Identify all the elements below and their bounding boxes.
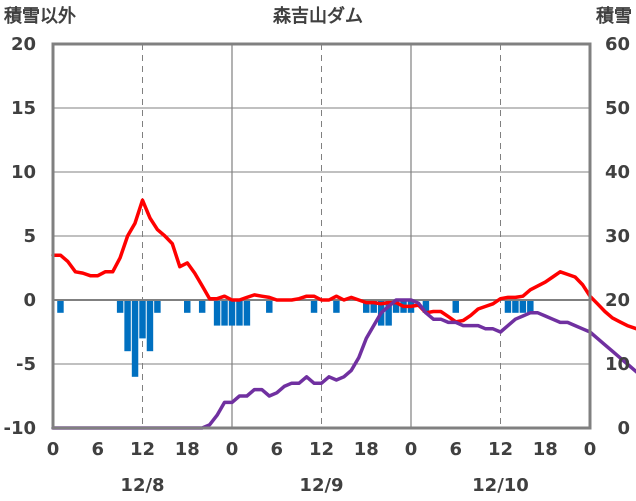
right-y-tick-label: 0 [617, 418, 630, 439]
x-tick-label: 12 [488, 439, 513, 460]
x-tick-label: 12 [309, 439, 334, 460]
precipitation-bar [527, 300, 534, 313]
x-tick-label: 6 [270, 439, 283, 460]
left-y-tick-label: 10 [11, 162, 36, 183]
precipitation-bar [57, 300, 64, 313]
precipitation-bar [385, 300, 392, 326]
precipitation-bar [184, 300, 191, 313]
precipitation-bar [146, 300, 154, 352]
x-tick-label: 18 [533, 439, 558, 460]
right-y-tick-label: 40 [605, 162, 630, 183]
date-label: 12/8 [120, 475, 164, 496]
precipitation-bar [131, 300, 139, 377]
right-y-tick-label: 30 [605, 226, 630, 247]
precipitation-bar [422, 300, 430, 313]
x-tick-label: 6 [91, 439, 104, 460]
temperature-line [51, 198, 636, 331]
precipitation-bar [221, 300, 228, 326]
precipitation-bar [116, 300, 124, 313]
left-y-tick-label: 15 [11, 98, 36, 119]
plot-frame [51, 42, 592, 430]
precipitation-bar [363, 300, 370, 313]
right-axis-title: 積雪 [595, 5, 632, 27]
right-y-tick-label: 20 [605, 290, 630, 311]
precipitation-bar [392, 300, 400, 313]
precipitation-bar [198, 300, 206, 313]
precipitation-bar [154, 300, 161, 313]
left-y-tick-label: -5 [16, 354, 36, 375]
precipitation-bar [124, 300, 131, 352]
precipitation-bar [504, 300, 512, 313]
precipitation-bar [139, 300, 146, 339]
left-y-tick-label: -10 [3, 418, 36, 439]
precipitation-bar [310, 300, 318, 313]
precipitation-bar [228, 300, 236, 326]
chart-title: 森吉山ダム [273, 5, 363, 27]
right-y-tick-label: 50 [605, 98, 630, 119]
precipitation-bars [57, 300, 534, 377]
left-axis-title: 積雪以外 [3, 5, 76, 27]
right-y-tick-label: 10 [605, 354, 630, 375]
precipitation-bar [519, 300, 527, 313]
left-y-tick-label: 20 [11, 34, 36, 55]
left-y-tick-label: 0 [23, 290, 36, 311]
right-y-tick-label: 60 [605, 34, 630, 55]
x-tick-label: 6 [449, 439, 462, 460]
x-tick-label: 0 [405, 439, 418, 460]
date-label: 12/9 [299, 475, 343, 496]
x-tick-label: 18 [354, 439, 379, 460]
precipitation-bar [333, 300, 340, 313]
x-tick-label: 12 [130, 439, 155, 460]
x-tick-label: 0 [226, 439, 239, 460]
precipitation-bar [266, 300, 273, 313]
plot-border [51, 42, 592, 430]
precipitation-bar [236, 300, 243, 326]
precipitation-bar [512, 300, 519, 313]
x-tick-label: 0 [47, 439, 60, 460]
precipitation-bar [243, 300, 251, 326]
date-label: 12/10 [472, 475, 529, 496]
precipitation-bar [213, 300, 221, 326]
x-tick-label: 18 [175, 439, 200, 460]
precipitation-bar [370, 300, 377, 313]
left-y-tick-label: 5 [23, 226, 36, 247]
x-tick-label: 0 [584, 439, 597, 460]
precipitation-bar [452, 300, 459, 313]
